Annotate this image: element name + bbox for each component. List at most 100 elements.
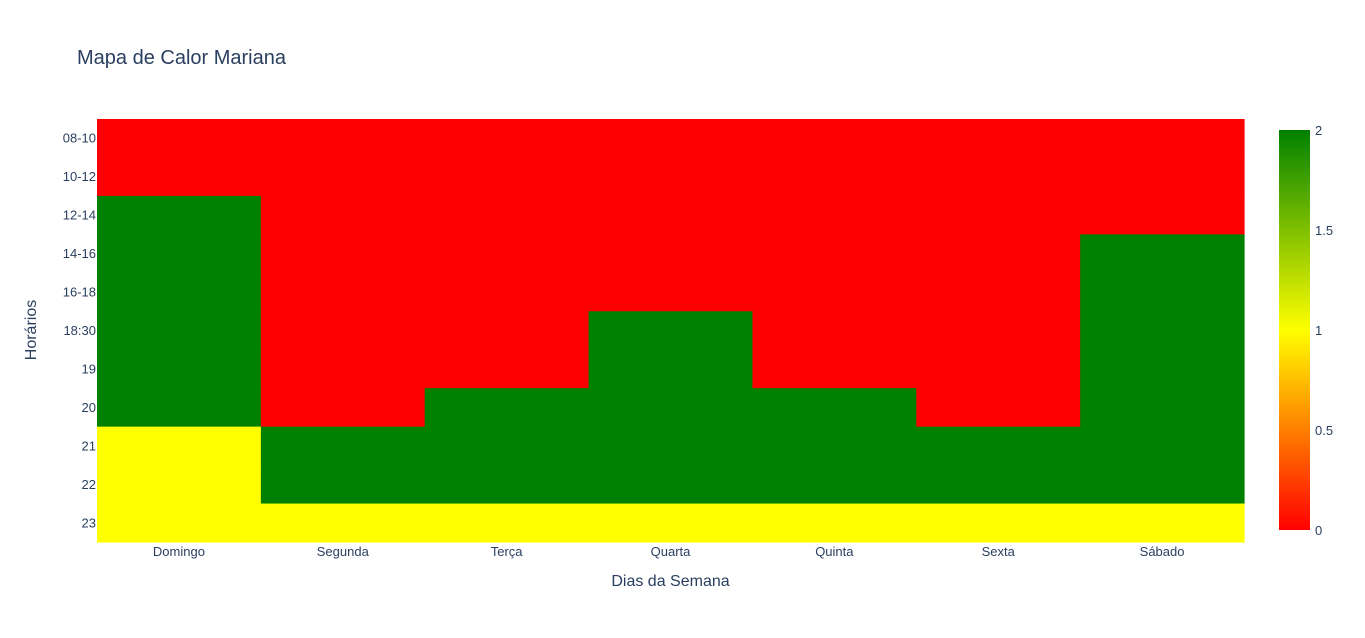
heatmap-cell <box>752 157 917 197</box>
x-tick-label: Domingo <box>153 544 205 559</box>
heatmap-cell <box>916 119 1081 159</box>
x-axis-ticks: Domingo Segunda Terça Quarta Quinta Sexta Sába… <box>153 544 1185 559</box>
x-tick-label: Quarta <box>651 544 692 559</box>
x-tick-label: Sexta <box>982 544 1016 559</box>
heatmap-cell <box>260 388 426 428</box>
heatmap-cell <box>752 195 917 235</box>
colorbar-ticks: 0 0.5 1 1.5 2 <box>1315 123 1333 538</box>
heatmap-cell <box>752 311 917 351</box>
y-tick-label: 10-12 <box>63 169 96 184</box>
heatmap-cell <box>424 234 590 274</box>
heatmap-cell <box>752 426 917 466</box>
heatmap-cell <box>97 272 262 312</box>
heatmap-cell <box>588 157 754 197</box>
colorbar-tick-label: 1.5 <box>1315 223 1333 238</box>
heatmap-cell <box>97 426 262 466</box>
heatmap-cell <box>424 349 590 389</box>
heatmap-cell <box>752 119 917 159</box>
heatmap-cell <box>916 503 1081 543</box>
colorbar-tick-label: 0 <box>1315 523 1322 538</box>
heatmap-cell <box>916 349 1081 389</box>
heatmap-cell <box>260 503 426 543</box>
heatmap-cell <box>1080 503 1245 543</box>
heatmap-cell <box>588 465 754 505</box>
y-tick-label: 22 <box>82 477 96 492</box>
heatmap-cell <box>1080 119 1245 159</box>
heatmap-cell <box>752 349 917 389</box>
heatmap-cell <box>97 503 262 543</box>
y-axis-ticks: 08-10 10-12 12-14 14-16 16-18 18:30 19 20 21 22 23 <box>63 131 96 531</box>
heatmap-cell <box>588 195 754 235</box>
heatmap-cell <box>588 272 754 312</box>
heatmap-cell <box>424 503 590 543</box>
heatmap-cell <box>588 311 754 351</box>
heatmap-cell <box>588 503 754 543</box>
heatmap-cell <box>260 426 426 466</box>
y-tick-label: 12-14 <box>63 208 96 223</box>
heatmap-cell <box>97 388 262 428</box>
heatmap-cell <box>916 388 1081 428</box>
x-tick-label: Quinta <box>815 544 854 559</box>
y-tick-label: 23 <box>82 515 96 530</box>
heatmap-cell <box>97 465 262 505</box>
y-tick-label: 21 <box>82 438 96 453</box>
heatmap-cell <box>1080 311 1245 351</box>
heatmap-cell <box>260 195 426 235</box>
heatmap-cell <box>97 157 262 197</box>
heatmap-cell <box>752 234 917 274</box>
heatmap-cell <box>752 465 917 505</box>
heatmap-cell <box>916 195 1081 235</box>
heatmap-cell <box>97 234 262 274</box>
x-tick-label: Terça <box>491 544 524 559</box>
y-axis-title: Horários <box>23 300 40 360</box>
heatmap-cell <box>916 311 1081 351</box>
heatmap-cell <box>424 157 590 197</box>
y-tick-label: 16-18 <box>63 285 96 300</box>
heatmap-cell <box>588 388 754 428</box>
heatmap-cell <box>424 195 590 235</box>
heatmap-cell <box>588 426 754 466</box>
colorbar-tick-label: 0.5 <box>1315 423 1333 438</box>
y-tick-label: 20 <box>82 400 96 415</box>
heatmap-cell <box>260 119 426 159</box>
heatmap-cell <box>97 311 262 351</box>
heatmap-cell <box>1080 234 1245 274</box>
colorbar-tick-label: 2 <box>1315 123 1322 138</box>
heatmap-cell <box>916 465 1081 505</box>
heatmap-cell <box>260 349 426 389</box>
heatmap-cell <box>588 119 754 159</box>
heatmap-cell <box>1080 349 1245 389</box>
heatmap-cell <box>752 503 917 543</box>
x-tick-label: Segunda <box>317 544 370 559</box>
x-tick-label: Sábado <box>1140 544 1185 559</box>
y-tick-label: 18:30 <box>63 323 96 338</box>
y-tick-label: 08-10 <box>63 131 96 146</box>
y-tick-label: 14-16 <box>63 246 96 261</box>
heatmap-cell <box>916 157 1081 197</box>
heatmap-cell <box>588 234 754 274</box>
heatmap-cell <box>260 157 426 197</box>
heatmap-cell <box>1080 157 1245 197</box>
heatmap-cell <box>1080 272 1245 312</box>
heatmap-cell <box>916 234 1081 274</box>
colorbar <box>1279 130 1310 530</box>
heatmap-cell <box>260 272 426 312</box>
heatmap-cell <box>424 426 590 466</box>
heatmap-cell <box>1080 195 1245 235</box>
heatmap-cell <box>1080 388 1245 428</box>
heatmap-cell <box>97 349 262 389</box>
heatmap-cell <box>752 272 917 312</box>
heatmap-cell <box>1080 426 1245 466</box>
heatmap-cell <box>97 119 262 159</box>
heatmap-cell <box>424 388 590 428</box>
heatmap-cell <box>752 388 917 428</box>
heatmap-cell <box>916 272 1081 312</box>
heatmap-cell <box>424 465 590 505</box>
heatmap-cell <box>424 119 590 159</box>
heatmap-cell <box>260 234 426 274</box>
heatmap-cell <box>260 311 426 351</box>
heatmap-cell <box>424 311 590 351</box>
heatmap-cell <box>588 349 754 389</box>
heatmap-cell <box>916 426 1081 466</box>
